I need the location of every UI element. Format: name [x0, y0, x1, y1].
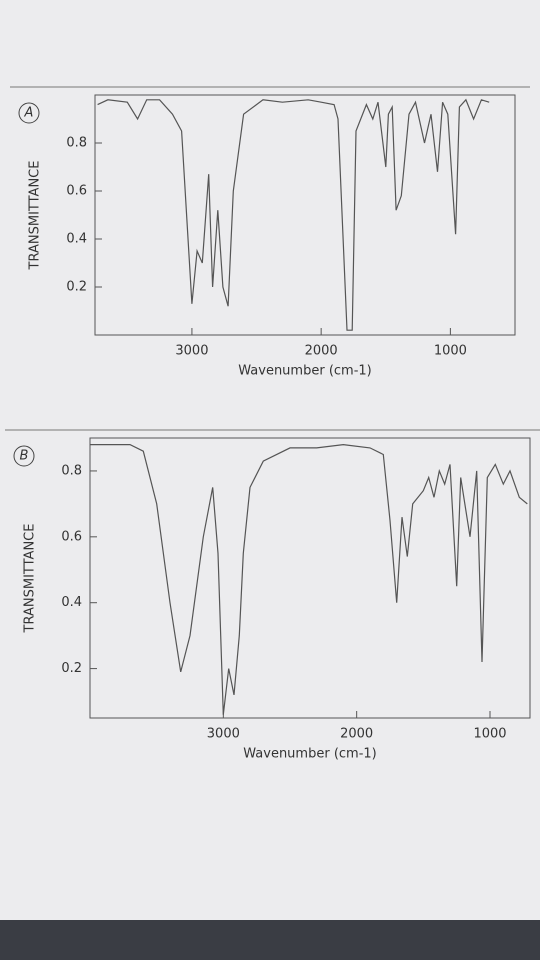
plot-frame: [94, 94, 516, 336]
plot-frame: [89, 437, 531, 719]
y-tick-label: 0.8: [66, 136, 87, 151]
y-tick-label: 0.2: [66, 280, 87, 295]
x-axis-label: Wavenumber (cm-1): [243, 747, 376, 762]
y-tick-label: 0.8: [61, 463, 82, 478]
y-tick-label: 0.2: [61, 661, 82, 676]
chart-label: B: [20, 449, 29, 464]
y-tick-label: 0.4: [66, 232, 87, 247]
spectrum-chart: A 0.2 0.4 0.6 0.8 3000 2000 1000 Wavenumber (cm-…: [10, 86, 530, 379]
spectrum-line: [90, 443, 528, 715]
y-tick-label: 0.4: [61, 595, 82, 610]
y-axis-label: TRANSMITTANCE: [28, 161, 43, 271]
x-tick-label: 3000: [175, 344, 208, 359]
chart-label: A: [24, 106, 34, 121]
x-tick-label: 1000: [473, 727, 506, 742]
y-tick-label: 0.6: [61, 529, 82, 544]
y-axis-label: TRANSMITTANCE: [23, 524, 38, 634]
spectrum-line: [97, 98, 490, 331]
x-tick-label: 2000: [340, 727, 373, 742]
spectrum-chart: B 0.2 0.4 0.6 0.8 3000 2000 1000 Wavenumber (cm-…: [5, 429, 540, 762]
y-tick-label: 0.6: [66, 184, 87, 199]
label-circle: [13, 445, 35, 467]
label-circle: [18, 102, 40, 124]
x-tick-label: 2000: [305, 344, 338, 359]
x-axis-label: Wavenumber (cm-1): [238, 364, 371, 379]
floor: [0, 920, 540, 960]
x-tick-label: 3000: [207, 727, 240, 742]
x-tick-label: 1000: [434, 344, 467, 359]
